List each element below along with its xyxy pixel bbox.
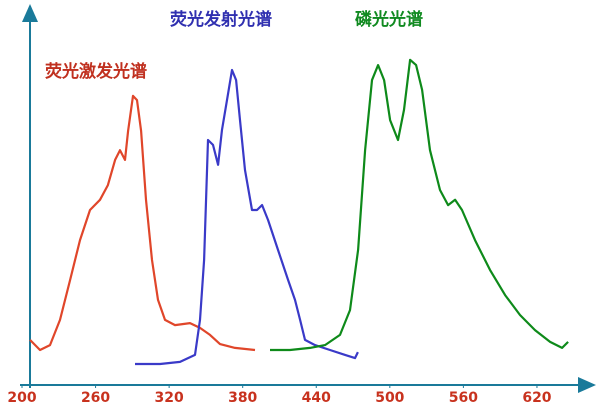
x-tick-label: 500 [375, 390, 404, 406]
series-line [29, 94, 256, 352]
series-label: 荧光激发光谱 [45, 61, 147, 82]
series-line [135, 68, 359, 366]
x-tick-label: 260 [81, 390, 110, 406]
x-tick-label: 200 [7, 390, 36, 406]
series-label: 荧光发射光谱 [170, 9, 272, 30]
x-tick-label: 440 [302, 390, 331, 406]
series-label: 磷光光谱 [355, 9, 423, 30]
x-tick-label: 560 [449, 390, 478, 406]
series-line [270, 58, 569, 352]
x-tick-label: 380 [228, 390, 257, 406]
x-tick-label: 320 [155, 390, 184, 406]
x-tick-label: 620 [522, 390, 551, 406]
